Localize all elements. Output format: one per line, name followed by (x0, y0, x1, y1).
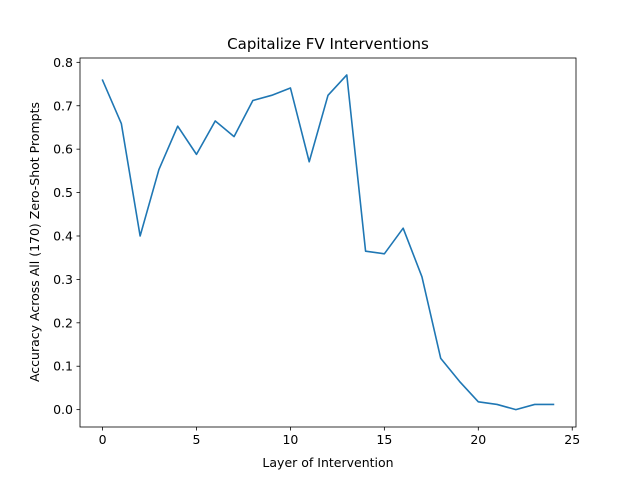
x-tick-label: 25 (564, 432, 580, 447)
y-tick-label: 0.7 (53, 98, 73, 113)
x-axis: 0 5 10 15 20 25 (99, 427, 580, 447)
y-tick-label: 0.5 (53, 185, 73, 200)
x-tick-label: 0 (99, 432, 107, 447)
y-tick-label: 0.1 (53, 359, 73, 374)
x-tick-label: 10 (282, 432, 298, 447)
y-tick-label: 0.0 (53, 402, 73, 417)
plot-frame (79, 57, 577, 428)
x-tick-label: 20 (470, 432, 486, 447)
plot-area (79, 57, 577, 428)
y-tick-label: 0.8 (53, 55, 73, 70)
y-tick-label: 0.4 (53, 228, 73, 243)
series-layer (101, 74, 555, 411)
y-tick-label: 0.6 (53, 142, 73, 157)
y-tick-label: 0.2 (53, 315, 73, 330)
x-tick-label: 5 (193, 432, 201, 447)
y-axis: 0.0 0.1 0.2 0.3 0.4 0.5 0.6 0.7 0.8 (53, 55, 80, 417)
y-tick-label: 0.3 (53, 272, 73, 287)
chart-title: Capitalize FV Interventions (227, 35, 429, 53)
x-tick-label: 15 (376, 432, 392, 447)
y-axis-label: Accuracy Across All (170) Zero-Shot Prom… (27, 102, 42, 382)
x-axis-label: Layer of Intervention (262, 455, 393, 470)
series-line (101, 74, 555, 411)
